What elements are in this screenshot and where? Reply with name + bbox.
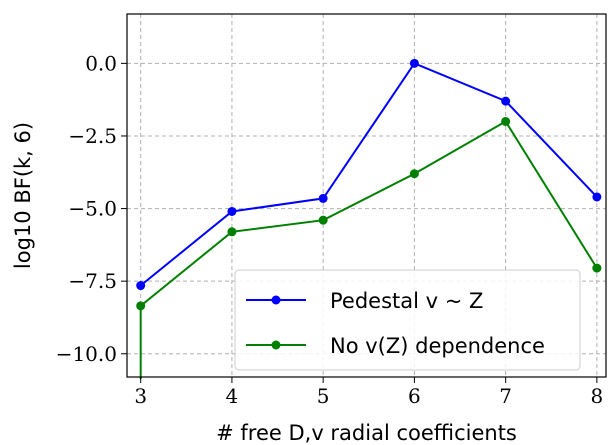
legend-label-pedestal: Pedestal v ~ Z [330,289,483,313]
data-point-series-1 [136,301,146,311]
y-tick-label: −2.5 [68,124,117,148]
data-point-series-1 [501,116,511,126]
y-tick-label: 0.0 [85,51,117,75]
data-point-series-0 [136,281,146,291]
data-point-series-1 [318,215,328,225]
data-point-series-1 [592,263,602,273]
x-tick-label: 8 [591,384,604,408]
data-point-series-1 [227,227,237,237]
y-axis-label: log10 BF(k, 6) [11,122,35,269]
x-tick-label: 6 [408,384,421,408]
legend-entry-no-vz: No v(Z) dependence [246,334,545,358]
data-point-series-0 [318,193,328,203]
data-point-series-0 [592,192,602,202]
plot-frame [126,13,607,378]
data-point-series-1 [409,169,419,179]
ticks [121,62,598,383]
legend-entry-pedestal: Pedestal v ~ Z [246,289,483,313]
series-line-0 [140,62,598,287]
y-tick-label: −10.0 [56,342,117,366]
tick-labels: 3 4 5 6 7 8 0.0 −2.5 −5.0 −7.5 −10.0 [56,51,604,408]
legend-marker-no-vz [271,340,281,350]
legend: Pedestal v ~ Z No v(Z) dependence [234,269,581,371]
legend-box [234,269,581,371]
x-tick-label: 5 [317,384,330,408]
series-layer [136,58,602,379]
legend-label-no-vz: No v(Z) dependence [330,334,545,358]
data-point-series-0 [501,96,511,106]
data-point-series-0 [227,206,237,216]
y-tick-label: −5.0 [68,197,117,221]
y-tick-label: −7.5 [68,269,117,293]
data-point-series-0 [409,58,419,68]
x-tick-label: 7 [499,384,512,408]
legend-marker-pedestal [271,295,281,305]
x-axis-label: # free D,v radial coefficients [216,421,517,445]
x-tick-label: 4 [226,384,239,408]
x-tick-label: 3 [134,384,147,408]
